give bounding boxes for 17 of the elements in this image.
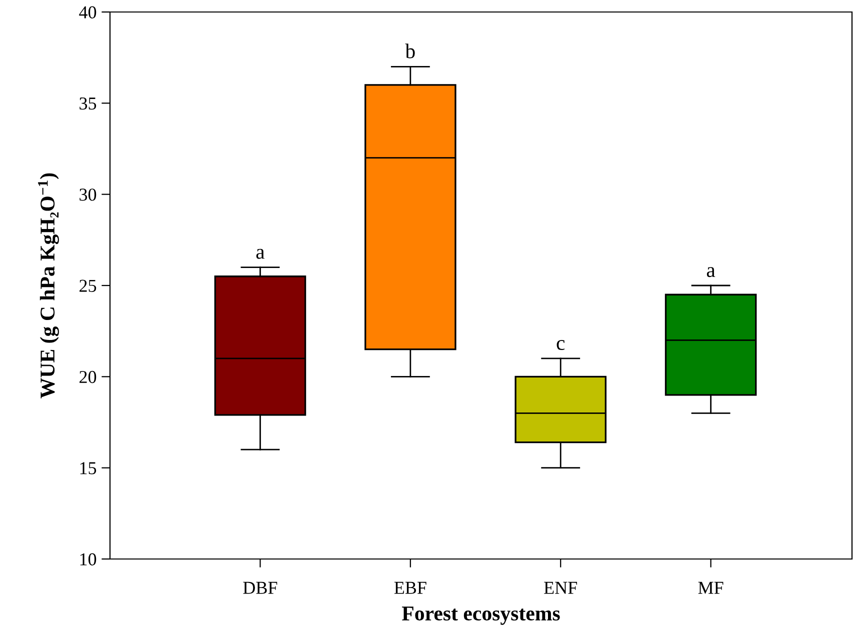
annotation: a xyxy=(706,267,716,278)
x-tick-label: EBF xyxy=(394,582,426,594)
y-tick-label: 10 xyxy=(80,553,96,566)
annotation: a xyxy=(256,248,265,259)
y-axis-title: WUE (g C hPa KgH₂O$^{−1}$) xyxy=(38,173,59,398)
y-tick-label: 30 xyxy=(80,188,96,201)
y-tick-label: 20 xyxy=(80,370,96,384)
x-tick-label: MF xyxy=(698,582,724,594)
annotation: b xyxy=(405,44,415,58)
y-tick-label: 35 xyxy=(80,97,96,110)
x-axis-title: Forest ecosystems xyxy=(402,606,560,625)
y-tick-label: 15 xyxy=(80,462,96,474)
y-tick-label: 40 xyxy=(79,6,96,18)
y-tick-label: 25 xyxy=(80,280,96,292)
x-tick-label: ENF xyxy=(544,582,578,594)
x-tick-label: DBF xyxy=(243,582,278,594)
annotation: c xyxy=(556,340,565,350)
